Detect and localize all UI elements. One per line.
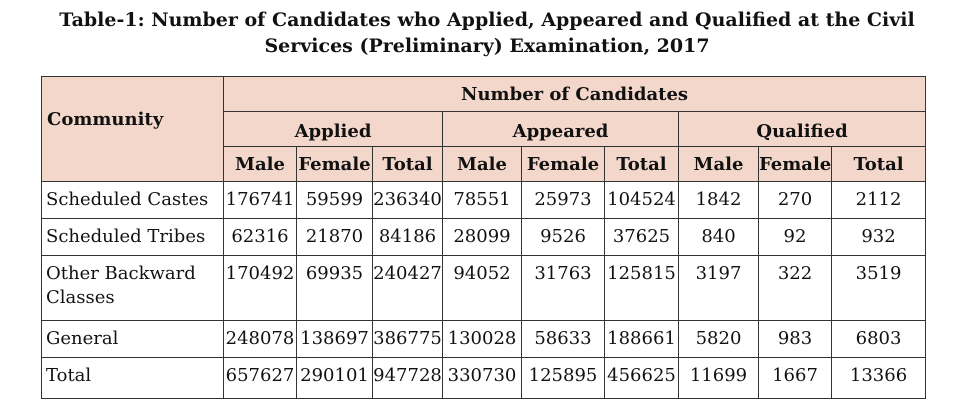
table-title: Table-1: Number of Candidates who Applie… <box>0 7 974 59</box>
applied-female-cell: 21870 <box>296 218 373 256</box>
appeared-female-cell: 31763 <box>521 255 605 321</box>
number-of-candidates-header: Number of Candidates <box>222 76 927 112</box>
applied-female-cell: 59599 <box>296 181 373 219</box>
qualified-female-cell: 92 <box>758 218 832 256</box>
community-cell: Other Backward Classes <box>41 255 224 321</box>
applied-male-cell: 62316 <box>223 218 297 256</box>
appeared-total-cell: 37625 <box>604 218 679 256</box>
applied-female-cell: 290101 <box>296 357 373 399</box>
applied-female-cell: 69935 <box>296 255 373 321</box>
qualified-female-header: Female <box>758 146 832 182</box>
community-header: Community <box>41 76 224 182</box>
qualified-header: Qualified <box>677 111 927 147</box>
appeared-total-cell: 125815 <box>604 255 679 321</box>
applied-female-cell: 138697 <box>296 320 373 358</box>
applied-male-cell: 657627 <box>223 357 297 399</box>
appeared-female-cell: 9526 <box>521 218 605 256</box>
table-row: Scheduled Castes 176741 59599 236340 785… <box>41 181 927 219</box>
table-row-total: Total 657627 290101 947728 330730 125895… <box>41 357 927 399</box>
qualified-total-header: Total <box>830 146 927 182</box>
applied-male-cell: 248078 <box>223 320 297 358</box>
applied-total-cell: 240427 <box>372 255 443 321</box>
qualified-total-cell: 3519 <box>830 255 927 321</box>
header-row-2: Applied Appeared Qualified <box>42 111 927 147</box>
appeared-male-cell: 78551 <box>442 181 522 219</box>
appeared-female-cell: 58633 <box>521 320 605 358</box>
table-title-line-2: Services (Preliminary) Examination, 2017 <box>264 35 710 57</box>
qualified-total-cell: 6803 <box>830 320 927 358</box>
applied-total-cell: 386775 <box>372 320 443 358</box>
qualified-male-cell: 5820 <box>678 320 759 358</box>
community-cell: Total <box>41 357 224 399</box>
applied-male-cell: 176741 <box>223 181 297 219</box>
community-cell: Scheduled Tribes <box>41 218 224 256</box>
appeared-total-header: Total <box>604 146 679 182</box>
applied-male-header: Male <box>223 146 297 182</box>
applied-total-cell: 947728 <box>372 357 443 399</box>
appeared-total-cell: 104524 <box>604 181 679 219</box>
applied-total-header: Total <box>372 146 443 182</box>
appeared-header: Appeared <box>442 111 679 147</box>
table-title-line-1: Table-1: Number of Candidates who Applie… <box>59 9 915 31</box>
appeared-female-header: Female <box>521 146 605 182</box>
applied-male-cell: 170492 <box>223 255 297 321</box>
qualified-male-cell: 1842 <box>678 181 759 219</box>
qualified-total-cell: 13366 <box>830 357 927 399</box>
community-cell: General <box>41 320 224 358</box>
applied-total-cell: 84186 <box>372 218 443 256</box>
qualified-female-cell: 270 <box>758 181 832 219</box>
appeared-male-cell: 130028 <box>442 320 522 358</box>
table-row: General 248078 138697 386775 130028 5863… <box>41 320 927 358</box>
header-row-1: Community Number of Candidates <box>41 76 927 182</box>
appeared-total-cell: 188661 <box>604 320 679 358</box>
applied-total-cell: 236340 <box>372 181 443 219</box>
table-row: Other Backward Classes 170492 69935 2404… <box>41 255 927 321</box>
appeared-total-cell: 456625 <box>604 357 679 399</box>
qualified-male-header: Male <box>678 146 759 182</box>
appeared-male-cell: 28099 <box>442 218 522 256</box>
appeared-female-cell: 125895 <box>521 357 605 399</box>
community-cell: Scheduled Castes <box>41 181 224 219</box>
qualified-total-cell: 932 <box>830 218 927 256</box>
qualified-total-cell: 2112 <box>830 181 927 219</box>
qualified-male-cell: 11699 <box>678 357 759 399</box>
table-row: Scheduled Tribes 62316 21870 84186 28099… <box>41 218 927 256</box>
applied-female-header: Female <box>296 146 373 182</box>
appeared-female-cell: 25973 <box>521 181 605 219</box>
appeared-male-cell: 94052 <box>442 255 522 321</box>
header-row-3: Male Female Total Male Female Total Male… <box>42 146 927 182</box>
qualified-male-cell: 3197 <box>678 255 759 321</box>
qualified-female-cell: 322 <box>758 255 832 321</box>
qualified-female-cell: 1667 <box>758 357 832 399</box>
appeared-male-cell: 330730 <box>442 357 522 399</box>
candidates-table: Community Number of Candidates Applied A… <box>41 76 927 399</box>
qualified-male-cell: 840 <box>678 218 759 256</box>
appeared-male-header: Male <box>442 146 522 182</box>
applied-header: Applied <box>223 111 443 147</box>
qualified-female-cell: 983 <box>758 320 832 358</box>
